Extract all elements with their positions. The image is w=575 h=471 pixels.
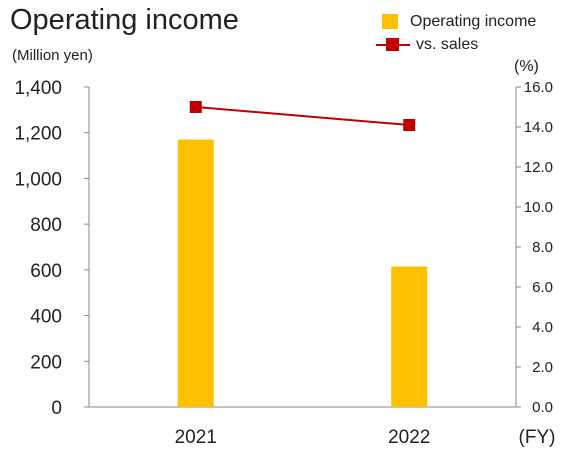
right-tick-label: 4.0 xyxy=(532,319,553,336)
legend-swatch-vs-sales xyxy=(376,37,410,52)
right-tick-label: 16.0 xyxy=(524,79,553,96)
left-tick-label: 400 xyxy=(30,307,62,328)
right-tick-label: 14.0 xyxy=(524,119,553,136)
left-tick-label: 800 xyxy=(30,215,62,236)
legend-swatch-operating-income xyxy=(382,14,398,29)
legend-item-vs-sales: vs. sales xyxy=(376,33,536,56)
point-vs-sales-2022 xyxy=(403,119,416,131)
left-tick-label: 1,200 xyxy=(14,124,62,145)
left-axis-unit: (Million yen) xyxy=(12,47,93,64)
left-tick-label: 600 xyxy=(30,261,62,282)
right-tick-label: 6.0 xyxy=(532,279,553,296)
left-tick-label: 0 xyxy=(51,398,62,419)
left-tick-label: 200 xyxy=(30,352,62,373)
x-tick-label: 2021 xyxy=(175,427,217,448)
legend-label-operating-income: Operating income xyxy=(410,12,537,30)
x-tick-label: 2022 xyxy=(388,427,430,448)
right-tick-label: 2.0 xyxy=(532,359,553,376)
left-tick-label: 1,400 xyxy=(14,78,62,99)
legend: Operating income vs. sales xyxy=(376,10,536,56)
right-tick-label: 8.0 xyxy=(532,239,553,256)
bar-operating-income-2022 xyxy=(391,266,428,407)
x-axis-unit: (FY) xyxy=(519,427,556,448)
left-tick-label: 1,000 xyxy=(14,169,62,190)
right-tick-label: 10.0 xyxy=(524,199,553,216)
line-vs-sales xyxy=(195,106,410,126)
right-tick-label: 0.0 xyxy=(532,399,553,416)
right-tick-label: 12.0 xyxy=(524,159,553,176)
legend-label-vs-sales: vs. sales xyxy=(416,35,479,53)
bar-operating-income-2021 xyxy=(177,139,214,408)
point-vs-sales-2021 xyxy=(189,101,202,113)
chart-title: Operating income xyxy=(10,4,239,36)
legend-item-operating-income: Operating income xyxy=(376,10,536,33)
right-axis-unit: (%) xyxy=(514,58,539,75)
